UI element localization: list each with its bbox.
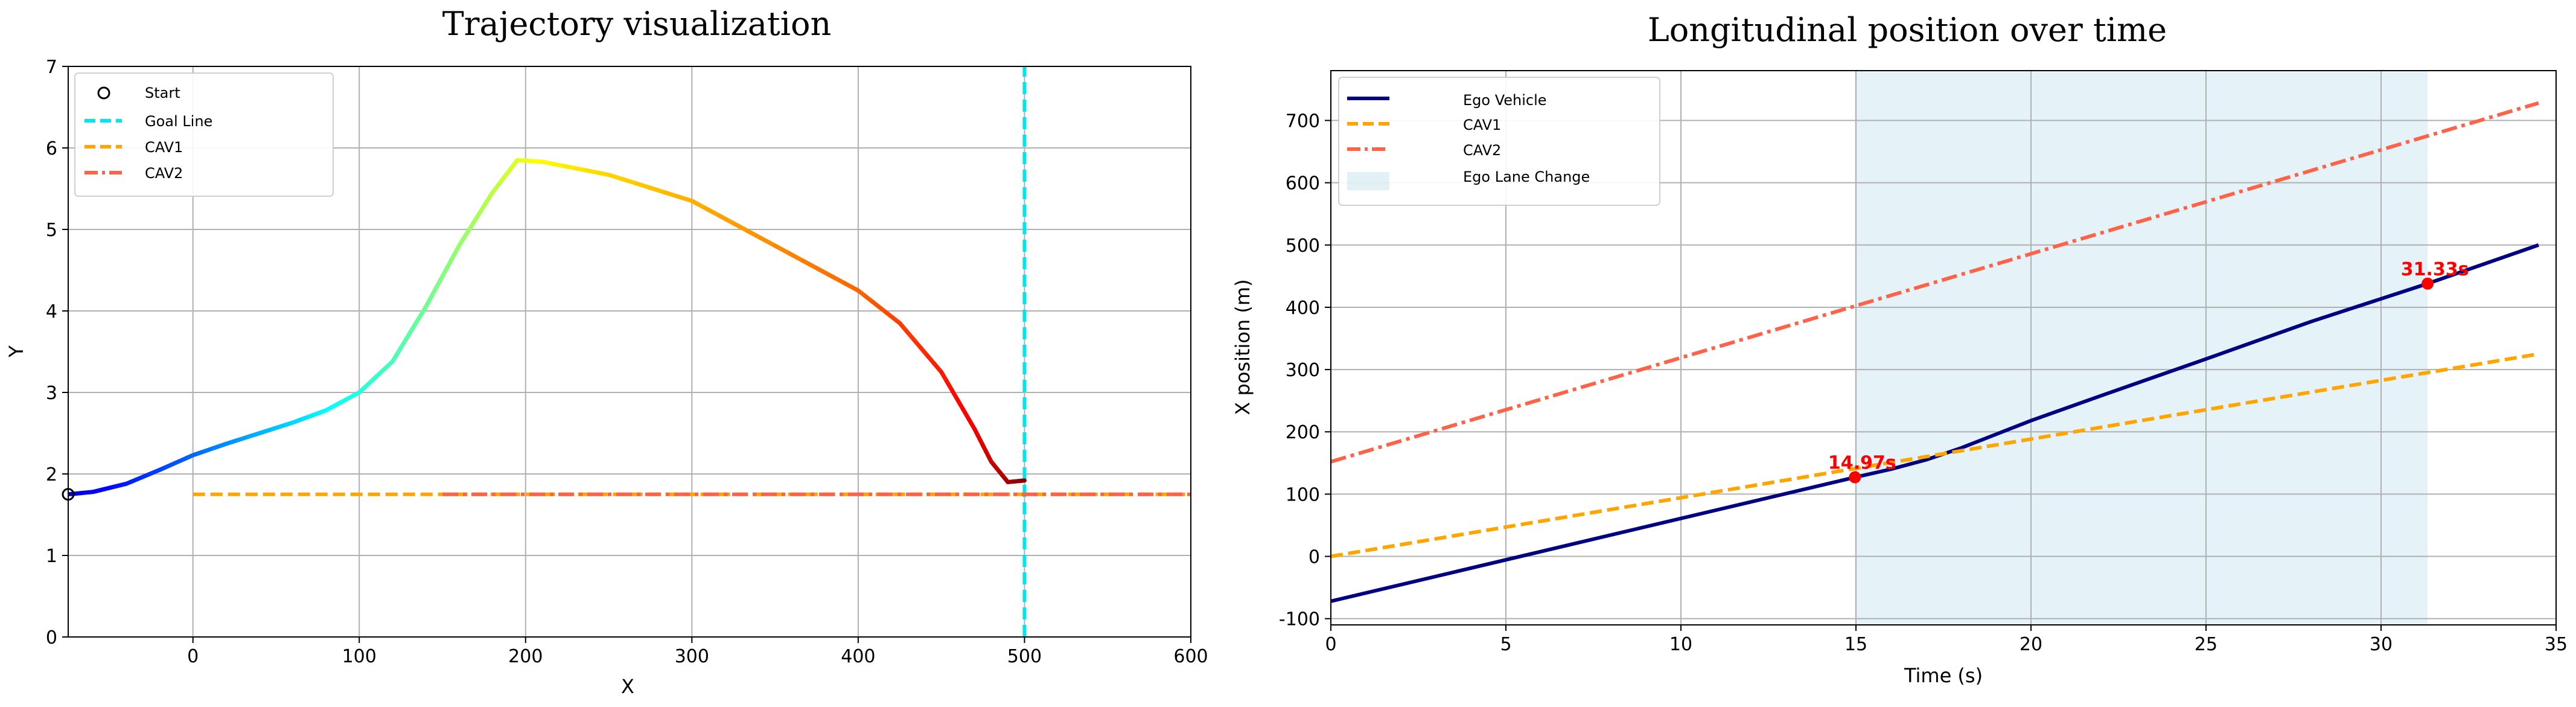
trajectory-segment bbox=[648, 185, 666, 194]
x-tick-label: 25 bbox=[2195, 634, 2217, 655]
legend: Ego Vehicle CAV1 CAV2 Ego Lane Change bbox=[1338, 77, 1660, 206]
x-tick-label: 0 bbox=[187, 646, 199, 667]
y-axis-label: Y bbox=[5, 345, 28, 358]
y-tick-label: 500 bbox=[1286, 235, 1320, 257]
y-tick-label: 5 bbox=[46, 220, 57, 241]
y-tick-label: 200 bbox=[1286, 422, 1320, 443]
trajectory-segment bbox=[620, 177, 639, 186]
longitudinal-chart: Longitudinal position over time 0 5 10 15 20… bbox=[1231, 11, 2568, 687]
x-tick-label: 5 bbox=[1500, 634, 1511, 655]
lane-change-marker bbox=[2421, 277, 2434, 290]
y-axis-label: X position (m) bbox=[1231, 279, 1254, 415]
legend-box bbox=[1338, 77, 1660, 206]
y-tick-label: -100 bbox=[1279, 609, 1320, 630]
x-axis-label: Time (s) bbox=[1904, 664, 1983, 687]
y-tick-label: 400 bbox=[1286, 298, 1320, 319]
y-tick-label: 3 bbox=[46, 383, 57, 404]
x-tick-label: 10 bbox=[1669, 634, 1692, 655]
legend-label: CAV2 bbox=[1463, 142, 1501, 159]
y-tick-label: 7 bbox=[46, 57, 57, 78]
series-ego-vehicle bbox=[1331, 243, 2539, 603]
annotation-label: 31.33s bbox=[2401, 259, 2469, 280]
axes-frame bbox=[68, 66, 1191, 638]
y-tick-label: 1 bbox=[46, 546, 57, 567]
series-cav2 bbox=[1331, 101, 2539, 464]
lane-change-shade bbox=[1855, 71, 2428, 625]
trajectory-chart: Trajectory visualization 0 100 200 300 400 50… bbox=[5, 5, 1208, 698]
trajectory-segment bbox=[745, 228, 764, 241]
x-tick-label: 200 bbox=[508, 646, 543, 667]
y-tick-label: 300 bbox=[1286, 360, 1320, 381]
trajectory-segment bbox=[786, 251, 805, 263]
trajectory-segment bbox=[828, 274, 847, 286]
x-tick-label: 20 bbox=[2020, 634, 2042, 655]
trajectory-segment bbox=[717, 214, 736, 226]
trajectory-segment bbox=[800, 258, 819, 270]
trajectory-segment bbox=[703, 206, 722, 218]
x-tick-label: 300 bbox=[675, 646, 709, 667]
y-tick-label: 700 bbox=[1286, 111, 1320, 132]
lane-change-marker bbox=[1849, 471, 1861, 484]
x-tick-label: 30 bbox=[2370, 634, 2393, 655]
legend-box bbox=[74, 72, 334, 197]
x-tick-label: 15 bbox=[1844, 634, 1867, 655]
legend: Start Goal Line CAV1 CAV2 bbox=[74, 72, 334, 197]
ticks: 0 100 200 300 400 500 600 0 1 2 3 4 5 6 7 bbox=[46, 57, 1208, 667]
legend-label: CAV2 bbox=[145, 165, 183, 182]
trajectory-segment bbox=[731, 221, 750, 233]
legend-label: CAV1 bbox=[1463, 117, 1501, 133]
legend-label: Goal Line bbox=[145, 113, 212, 130]
series-cav1 bbox=[1331, 352, 2539, 558]
legend-label: CAV1 bbox=[145, 139, 183, 156]
x-tick-label: 100 bbox=[342, 646, 377, 667]
trajectory-segment bbox=[675, 194, 694, 203]
legend-label: Ego Vehicle bbox=[1463, 92, 1547, 109]
y-tick-label: 0 bbox=[1309, 547, 1320, 568]
y-tick-label: 6 bbox=[46, 138, 57, 159]
chart-title: Longitudinal position over time bbox=[1648, 11, 2167, 49]
start-marker bbox=[62, 488, 75, 501]
lane-change-region bbox=[1855, 71, 2428, 625]
trajectory-segment bbox=[759, 236, 777, 248]
trajectory-segment bbox=[689, 199, 708, 211]
x-axis-label: X bbox=[621, 675, 634, 698]
annotation-label: 14.97s bbox=[1828, 453, 1896, 474]
x-tick-label: 35 bbox=[2545, 634, 2568, 655]
x-tick-label: 0 bbox=[1325, 634, 1336, 655]
y-tick-label: 2 bbox=[46, 464, 57, 485]
trajectory-segment bbox=[662, 190, 680, 199]
legend-label: Ego Lane Change bbox=[1463, 168, 1590, 185]
trajectory-segment bbox=[773, 243, 791, 255]
legend-patch-lane-change bbox=[1347, 172, 1389, 190]
x-tick-label: 600 bbox=[1173, 646, 1208, 667]
y-tick-label: 4 bbox=[46, 301, 57, 322]
trajectory-segment bbox=[607, 173, 625, 182]
trajectory-segment bbox=[814, 266, 833, 278]
trajectory-segment bbox=[842, 281, 861, 293]
annotations: 14.97s 31.33s bbox=[1828, 259, 2469, 484]
legend-label: Start bbox=[145, 85, 180, 101]
y-tick-label: 100 bbox=[1286, 484, 1320, 505]
axes-frame bbox=[1330, 70, 2557, 625]
x-tick-label: 500 bbox=[1007, 646, 1042, 667]
plot-area bbox=[1331, 101, 2539, 603]
trajectory-segment bbox=[634, 181, 652, 190]
legend-marker-start bbox=[97, 86, 110, 100]
chart-title: Trajectory visualization bbox=[442, 5, 832, 43]
plot-area bbox=[68, 66, 1191, 637]
y-tick-label: 600 bbox=[1286, 173, 1320, 194]
y-tick-label: 0 bbox=[46, 627, 57, 648]
x-tick-label: 400 bbox=[841, 646, 875, 667]
